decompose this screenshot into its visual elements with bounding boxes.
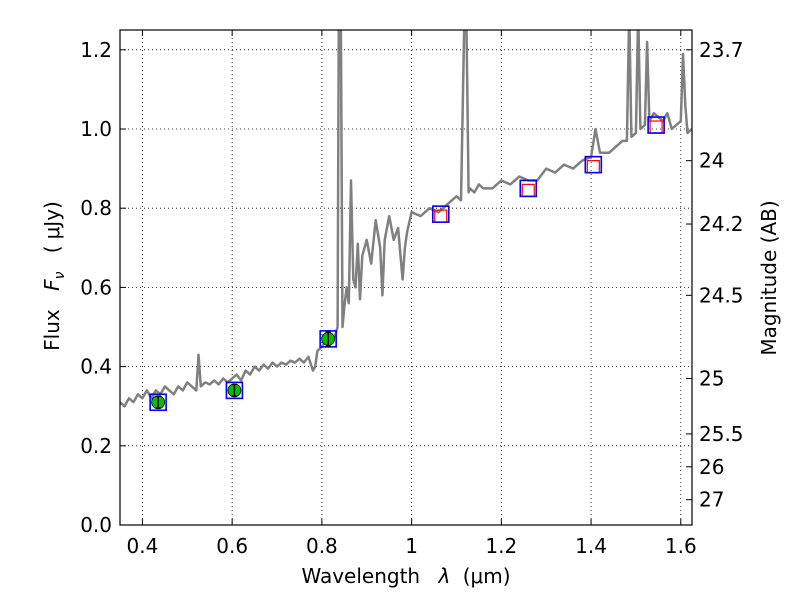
x-axis-label-unit-close: ) — [503, 564, 511, 588]
magnitude-tick-label: 24.2 — [699, 212, 744, 236]
x-tick-label: 0.6 — [216, 534, 248, 558]
y-axis-label-unit-open: ( — [40, 245, 64, 253]
sed-line — [120, 30, 692, 408]
y-tick-label: 0.6 — [80, 275, 112, 299]
x-tick-label: 0.4 — [127, 534, 159, 558]
y-tick-label: 1.0 — [80, 117, 112, 141]
y-tick-label: 0.8 — [80, 196, 112, 220]
magnitude-tick-label: 27 — [699, 488, 724, 512]
x-axis-label: Wavelength λ (μm) — [301, 564, 510, 588]
upper-limit-marker — [521, 183, 535, 197]
marker-layer — [149, 116, 665, 412]
upper-limit-marker — [586, 160, 600, 174]
magnitude-tick-label: 23.7 — [699, 38, 744, 62]
x-tick-label: 1.2 — [485, 534, 517, 558]
y-axis-label-subscript: ν — [52, 271, 68, 279]
model-flux-box — [149, 393, 167, 412]
model-flux-box — [584, 155, 603, 174]
series-layer — [120, 30, 692, 408]
x-axis-label-unit-open: ( — [463, 564, 471, 588]
x-tick-label: 1.4 — [575, 534, 607, 558]
y-axis-label-text: Flux — [40, 309, 64, 351]
y-tick-label: 0.0 — [80, 513, 112, 537]
x-tick-label: 1.6 — [665, 534, 697, 558]
model-flux-box — [225, 381, 244, 400]
x-tick-label: 0.8 — [306, 534, 338, 558]
upper-limit-marker — [649, 120, 663, 134]
y-axis-label-unit: μJy — [40, 209, 64, 240]
x-tick-label: 1 — [405, 534, 418, 558]
magnitude-axis-label: Magnitude (AB) — [757, 200, 781, 355]
x-axis-label-text: Wavelength — [301, 564, 420, 588]
model-flux-box — [647, 116, 665, 134]
y-axis-label-symbol: F — [40, 279, 64, 291]
magnitude-tick-label: 25.5 — [699, 422, 744, 446]
x-axis-label-unit: μm — [471, 564, 503, 588]
x-axis-label-symbol: λ — [437, 564, 450, 588]
plot-frame — [119, 29, 693, 526]
y-axis-label: Flux Fν ( μJy) — [40, 201, 69, 351]
y-axis-label-unit-close: ) — [40, 201, 64, 209]
model-flux-box — [319, 330, 337, 348]
magnitude-tick-label: 24.5 — [699, 283, 744, 307]
magnitude-tick-label: 24 — [699, 149, 724, 173]
grid — [120, 30, 692, 526]
magnitude-tick-label: 26 — [699, 455, 724, 479]
magnitude-tick-label: 25 — [699, 366, 724, 390]
model-flux-box — [519, 179, 538, 198]
y-tick-label: 1.2 — [80, 38, 112, 62]
ticks: 0.4 0.6 0.8 1 1.2 1.4 1.6 0.0 0.2 0.4 0.6 0.8 1.0 1.2… — [80, 30, 744, 558]
model-flux-box — [431, 205, 450, 223]
y-tick-label: 0.4 — [80, 355, 112, 379]
y-tick-label: 0.2 — [80, 434, 112, 458]
